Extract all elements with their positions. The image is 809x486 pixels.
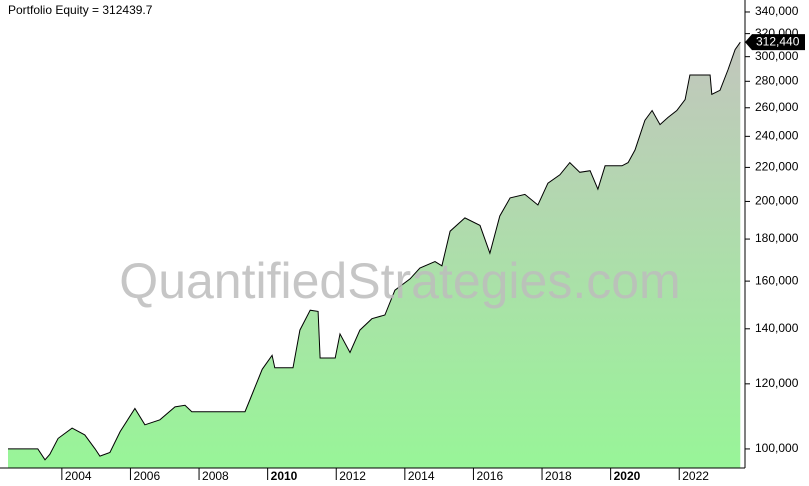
equity-line [8,41,741,461]
y-tick-label: 100,000 [755,441,799,455]
equity-area [8,42,741,468]
x-tick-label: 2014 [408,469,435,483]
y-tick-label: 120,000 [755,376,799,390]
last-value-box [745,34,805,51]
y-tick-label: 180,000 [755,231,799,245]
x-tick-label: 2020 [614,469,641,483]
x-tick-label: 2010 [271,469,298,483]
watermark: QuantifiedStrategies.com [119,253,680,309]
y-tick-label: 280,000 [755,73,799,87]
y-tick-label: 340,000 [755,4,799,18]
x-tick-label: 2006 [133,469,160,483]
x-tick-label: 2008 [202,469,229,483]
y-tick-label: 300,000 [755,49,799,63]
y-tick-label: 260,000 [755,100,799,114]
y-tick-label: 160,000 [755,273,799,287]
x-tick-label: 2018 [545,469,572,483]
y-tick-label: 240,000 [755,129,799,143]
x-tick-label: 2016 [476,469,503,483]
y-tick-label: 220,000 [755,160,799,174]
chart-title: Portfolio Equity = 312439.7 [8,3,153,17]
y-tick-label: 140,000 [755,321,799,335]
x-tick-label: 2022 [682,469,709,483]
x-tick-label: 2012 [339,469,366,483]
last-value-label: 312,440 [756,34,800,48]
x-tick-label: 2004 [65,469,92,483]
y-tick-label: 200,000 [755,194,799,208]
